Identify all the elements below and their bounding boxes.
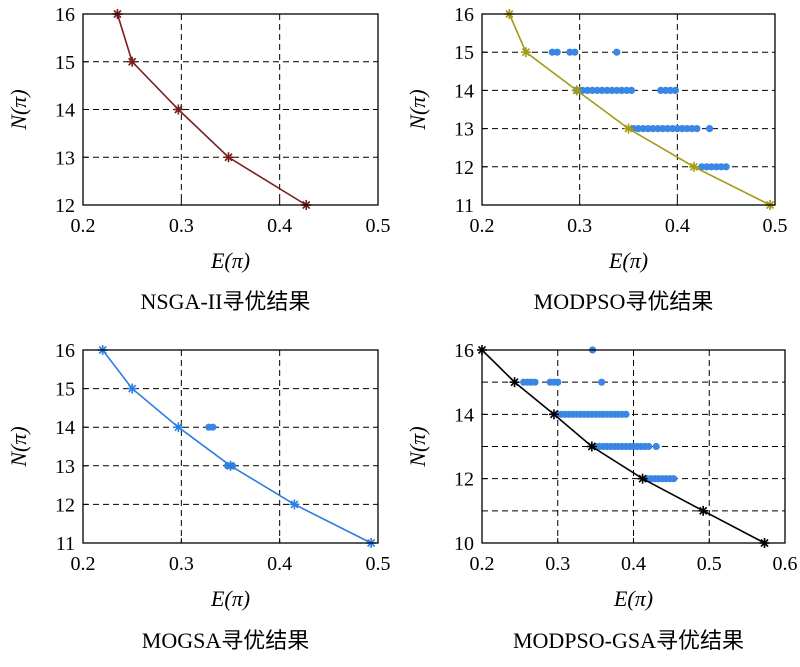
y-tick-label: 14 <box>55 100 75 122</box>
scatter-point <box>693 125 701 133</box>
x-tick-label: 0.2 <box>470 215 495 237</box>
y-axis-label: N(π) <box>6 426 31 467</box>
y-tick-label: 12 <box>55 195 75 217</box>
y-tick-label: 12 <box>55 494 75 516</box>
x-axis-label: E(π) <box>210 586 250 611</box>
y-tick-label: 11 <box>56 533 75 555</box>
scatter-point <box>652 442 660 451</box>
x-tick-label: 0.2 <box>71 553 96 575</box>
series-point <box>637 473 648 484</box>
x-tick-label: 0.4 <box>621 553 646 575</box>
series-point <box>223 152 234 163</box>
scatter-point <box>531 378 539 386</box>
y-tick-label: 14 <box>454 80 474 102</box>
y-tick-label: 12 <box>454 157 474 179</box>
x-tick-label: 0.6 <box>773 553 798 575</box>
y-tick-label: 13 <box>454 119 474 141</box>
y-tick-label: 11 <box>455 195 474 217</box>
series-point <box>586 441 597 452</box>
series-point <box>698 505 709 516</box>
y-tick-label: 12 <box>454 469 474 491</box>
series-point <box>173 422 184 433</box>
x-tick-label: 0.3 <box>545 553 570 575</box>
y-tick-label: 13 <box>55 147 75 169</box>
scatter-point <box>209 423 217 431</box>
x-tick-label: 0.2 <box>470 553 495 575</box>
x-tick-label: 0.5 <box>697 553 722 575</box>
chart-title: MODPSO寻优结果 <box>534 289 714 314</box>
y-tick-label: 14 <box>55 417 75 439</box>
scatter-point <box>722 163 730 171</box>
y-tick-label: 15 <box>454 42 474 64</box>
scatter-point <box>598 378 606 386</box>
series-point <box>520 47 531 58</box>
chart-title: MODPSO-GSA寻优结果 <box>513 628 744 653</box>
scatter-point <box>554 378 562 386</box>
chart-panel-1: 0.2 0.3 0.4 0.5 12 13 14 15 16 E(π) N(π) NSGA-II寻优结… <box>6 4 391 314</box>
y-axis-label: N(π) <box>405 89 430 130</box>
x-tick-label: 0.4 <box>267 553 292 575</box>
y-axis-label: N(π) <box>6 89 31 130</box>
chart-title: NSGA-II寻优结果 <box>141 289 311 314</box>
x-tick-label: 0.4 <box>267 215 292 237</box>
x-tick-label: 0.2 <box>71 215 96 237</box>
y-tick-label: 10 <box>454 533 474 555</box>
scatter-point <box>705 125 714 133</box>
scatter-point <box>670 475 678 483</box>
x-tick-label: 0.4 <box>665 215 690 237</box>
axes-frame <box>481 13 776 206</box>
chart-title: MOGSA寻优结果 <box>142 628 309 653</box>
series-line <box>508 13 771 206</box>
scatter-point <box>553 48 561 56</box>
y-tick-label: 16 <box>55 340 75 362</box>
y-tick-label: 15 <box>55 52 75 74</box>
y-axis-label: N(π) <box>405 426 430 467</box>
x-tick-label: 0.3 <box>169 553 194 575</box>
series-point <box>173 104 184 115</box>
y-tick-label: 14 <box>454 404 474 426</box>
x-tick-label: 0.3 <box>567 215 592 237</box>
scatter-point <box>645 442 653 451</box>
y-tick-label: 16 <box>454 4 474 26</box>
series-point <box>509 377 520 388</box>
chart-panel-3: 0.2 0.3 0.4 0.5 11 12 13 14 15 16 E(π) N(π) MOGSA寻优结… <box>6 340 391 653</box>
series-point <box>289 499 300 510</box>
series-point <box>548 409 559 420</box>
y-tick-label: 16 <box>454 340 474 362</box>
x-axis-label: E(π) <box>613 586 653 611</box>
x-axis-label: E(π) <box>210 248 250 273</box>
series-point <box>225 460 236 471</box>
x-tick-label: 0.3 <box>169 215 194 237</box>
scatter-point <box>571 48 579 56</box>
scatter-point <box>622 410 630 418</box>
y-tick-label: 13 <box>55 456 75 478</box>
y-tick-label: 15 <box>55 379 75 401</box>
series-point <box>127 56 138 67</box>
x-tick-label: 0.5 <box>366 553 391 575</box>
series-line <box>102 349 372 544</box>
chart-panel-4: 0.2 0.3 0.4 0.5 0.6 10 12 14 16 E(π) N(π) MODPSO-GS… <box>405 340 798 653</box>
series-point <box>623 123 634 134</box>
chart-panel-2: 0.2 0.3 0.4 0.5 11 12 13 14 15 16 E(π) N(π) MODPSO寻优… <box>405 4 788 314</box>
x-axis-label: E(π) <box>608 248 648 273</box>
x-tick-label: 0.5 <box>366 215 391 237</box>
series-point <box>688 161 699 172</box>
axes-frame <box>82 349 379 544</box>
series-point <box>127 383 138 394</box>
series-point <box>571 85 582 96</box>
x-tick-label: 0.5 <box>763 215 788 237</box>
scatter-point <box>627 86 636 94</box>
scatter-point <box>613 48 621 56</box>
scatter-point <box>671 86 679 94</box>
y-tick-label: 16 <box>55 4 75 26</box>
